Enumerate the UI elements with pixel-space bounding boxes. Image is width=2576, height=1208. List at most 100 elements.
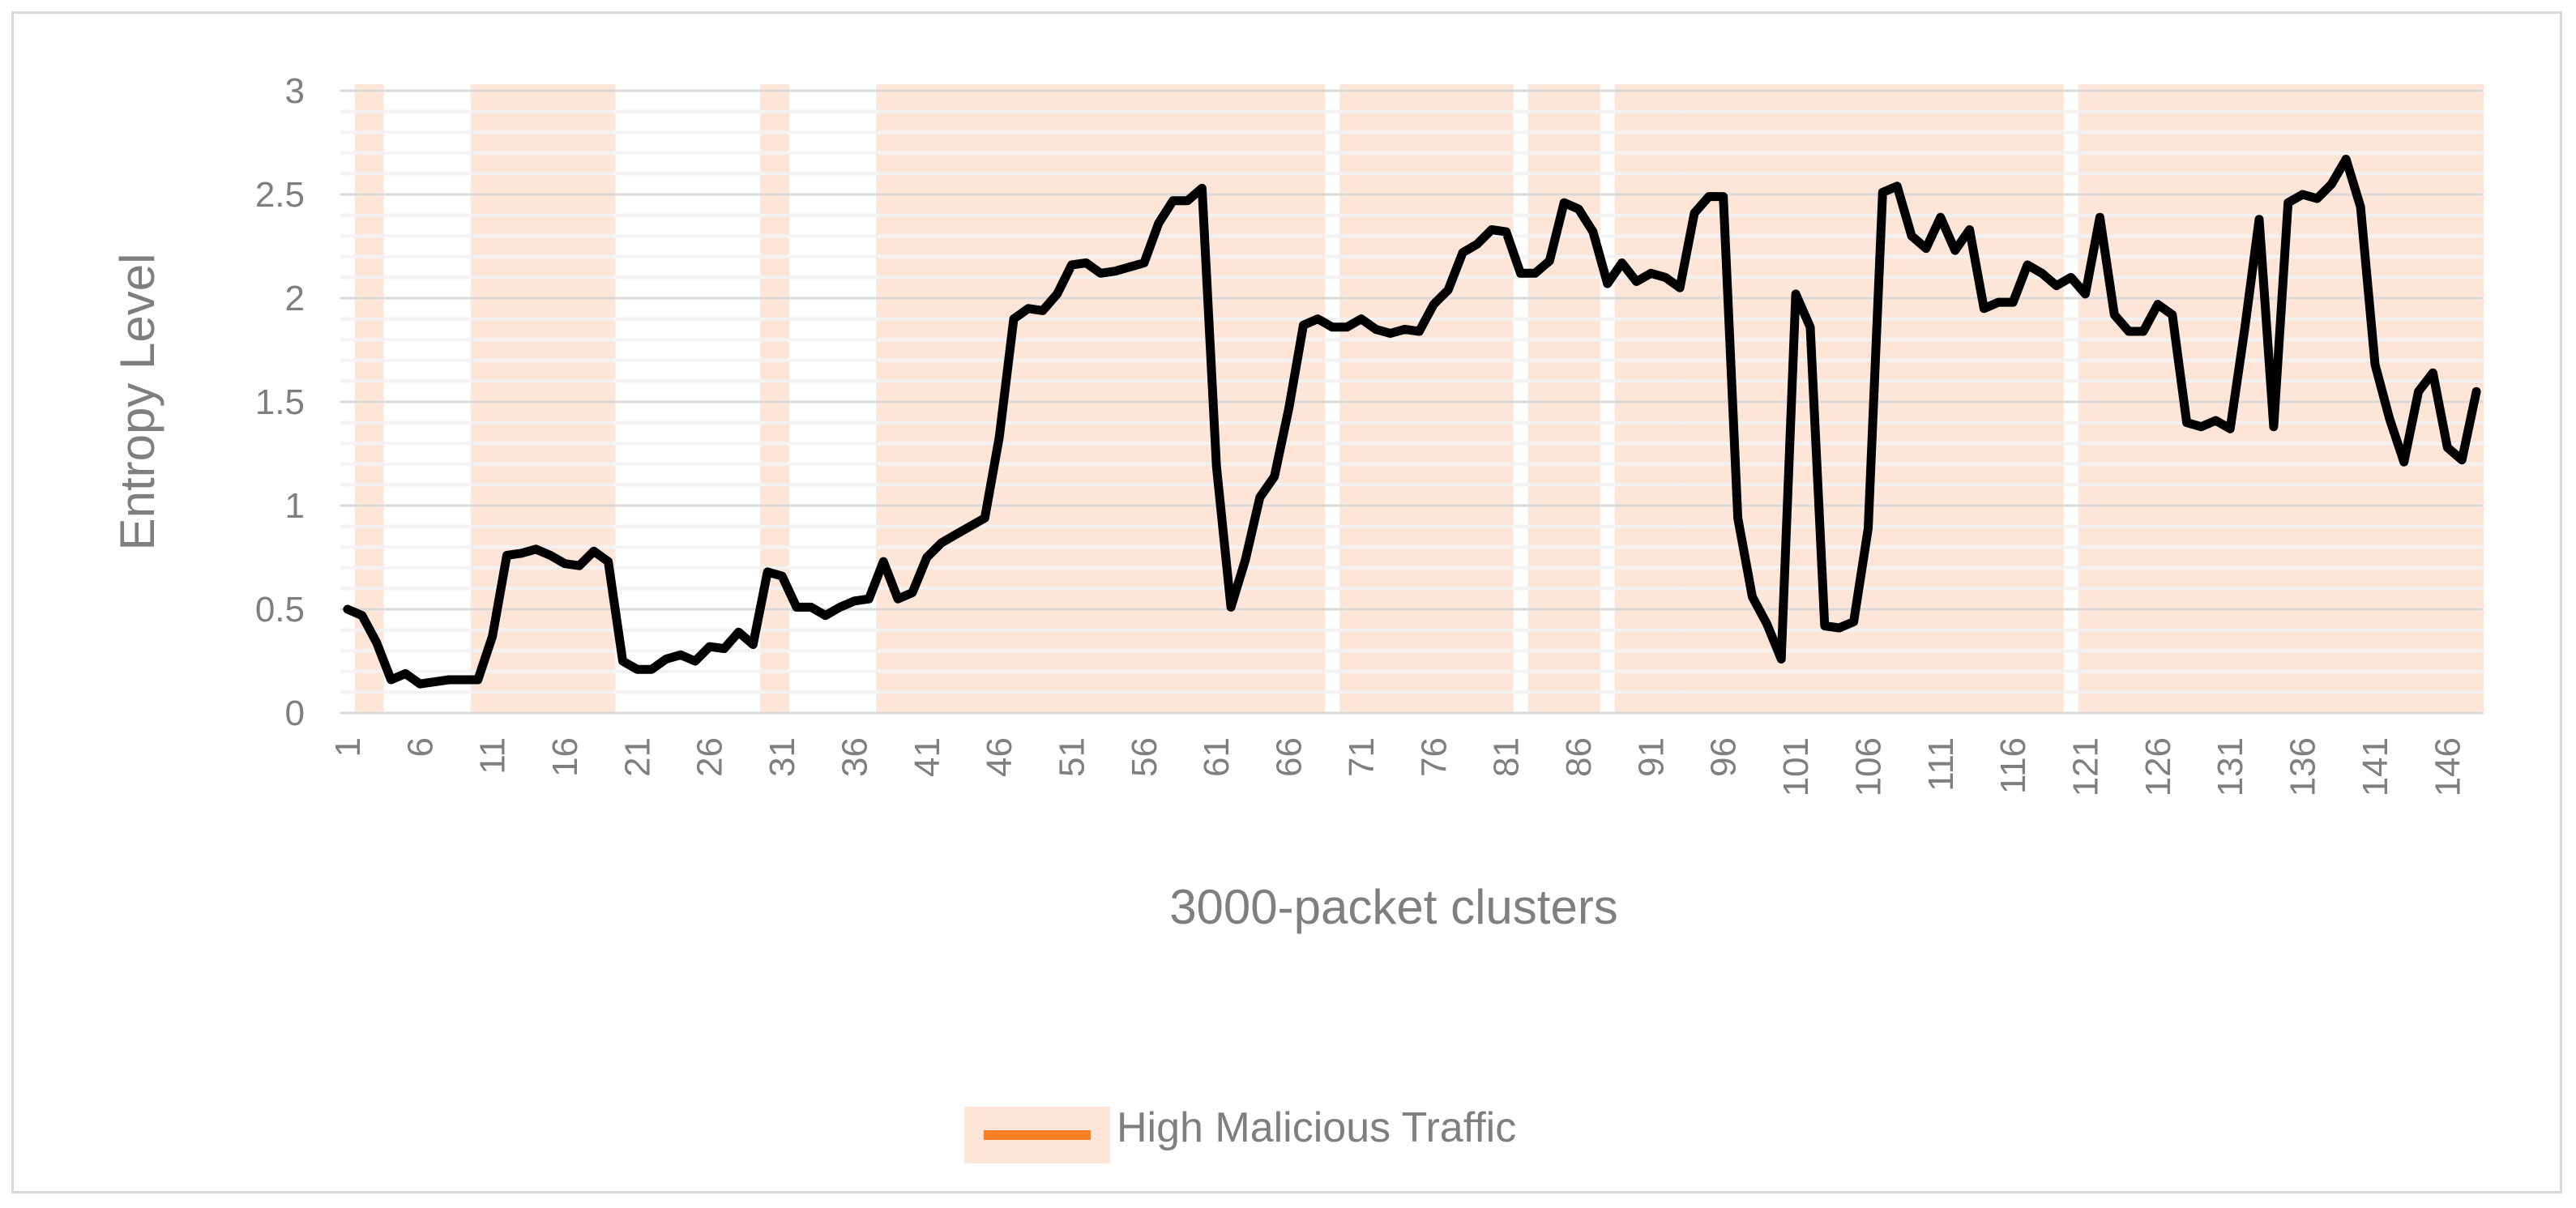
data-point [1969,229,1971,231]
y-tick-label: 0.5 [255,590,305,630]
data-point [1708,196,1710,198]
x-tick-label: 11 [473,737,513,775]
x-tick-label: 146 [2428,737,2467,796]
data-point [1404,328,1406,330]
x-tick-label: 81 [1487,737,1527,777]
data-point [839,606,841,608]
data-point [608,561,609,562]
highlight-band-11 [1976,84,2064,713]
highlight-band-5 [1339,84,1514,713]
data-point [1954,250,1956,251]
data-point [853,600,855,602]
data-point [752,644,754,646]
data-point [1737,517,1739,519]
data-point [825,615,827,617]
x-tick-label: 21 [617,737,657,777]
x-tick-label: 51 [1053,737,1092,777]
x-tick-label: 36 [835,737,874,777]
highlight-band-6 [1527,84,1600,713]
data-point [1867,527,1869,529]
data-point [506,554,508,556]
x-tick-label: 76 [1414,737,1454,777]
data-point [1664,276,1666,278]
x-tick-label: 56 [1125,737,1164,777]
data-point [404,672,406,674]
data-point [2374,364,2376,365]
data-point [1230,606,1232,608]
series-layer [343,155,2481,689]
data-point [1302,324,1304,326]
data-point [1592,231,1594,233]
data-point [2186,422,2188,424]
data-point [955,534,957,536]
data-point [882,561,884,562]
data-point [941,542,942,544]
data-point [1027,308,1029,309]
y-tick-label: 3 [285,71,305,111]
data-point [1766,623,1767,625]
data-point [781,575,783,577]
x-tick-label: 86 [1559,737,1599,777]
x-tick-label: 111 [1921,737,1961,792]
highlight-band-4 [876,84,1326,713]
data-point [2258,219,2260,220]
data-point [1215,465,1217,467]
y-tick-labels: 0 0.5 1 1.5 2 2.5 3 [255,71,305,733]
data-point [1274,476,1275,477]
x-tick-label: 121 [2066,737,2106,796]
y-tick-label: 2.5 [255,175,305,215]
data-point [998,437,1000,438]
data-point [2476,391,2477,392]
data-point [593,550,595,552]
data-point [2085,293,2087,295]
data-point [1186,200,1188,202]
data-point [1751,596,1753,598]
x-axis-title: 3000-packet clusters [1169,880,1618,934]
data-point [2330,183,2332,185]
x-tick-label: 6 [400,737,440,757]
x-tick-label: 141 [2356,737,2395,796]
data-point [419,683,421,685]
x-tick-labels: 1 6 11 16 21 26 31 36 41 46 51 56 61 66 71 76 81 86 91 96 10… [328,737,2467,796]
data-point [448,679,450,681]
y-axis-title: Entropy Level [110,254,164,551]
data-point [1853,621,1855,622]
data-point [434,681,435,683]
data-point [492,635,493,637]
data-point [564,563,566,565]
data-point [1925,248,1927,250]
legend-swatch-line [984,1130,1091,1140]
data-point [2389,417,2390,419]
highlight-bands [354,84,2484,713]
data-point [1549,260,1550,262]
data-point [969,526,971,527]
data-point [347,608,348,610]
data-point [1375,328,1377,330]
data-point [477,679,479,681]
x-tick-label: 26 [690,737,730,777]
data-point [1882,191,1883,193]
data-point [1636,281,1638,283]
y-tick-label: 1.5 [255,382,305,422]
x-tick-label: 46 [980,737,1019,777]
y-tick-label: 2 [285,279,305,318]
data-point [2446,446,2448,448]
x-tick-label: 131 [2211,737,2250,796]
data-point [2041,272,2043,274]
data-point [1447,289,1449,291]
data-point [2345,158,2347,160]
x-tick-label: 101 [1776,737,1816,796]
highlight-band-3 [760,84,790,713]
legend-label: High Malicious Traffic [1117,1104,1517,1151]
data-point [2273,426,2275,428]
data-point [737,631,739,633]
data-point [2403,461,2405,463]
legend-swatch-box [964,1107,1110,1163]
x-tick-label: 116 [1993,737,2033,794]
x-tick-label: 71 [1342,737,1382,777]
data-point [1520,272,1522,274]
data-point [2201,426,2202,428]
data-point [2012,301,2014,303]
data-point [2215,420,2216,421]
